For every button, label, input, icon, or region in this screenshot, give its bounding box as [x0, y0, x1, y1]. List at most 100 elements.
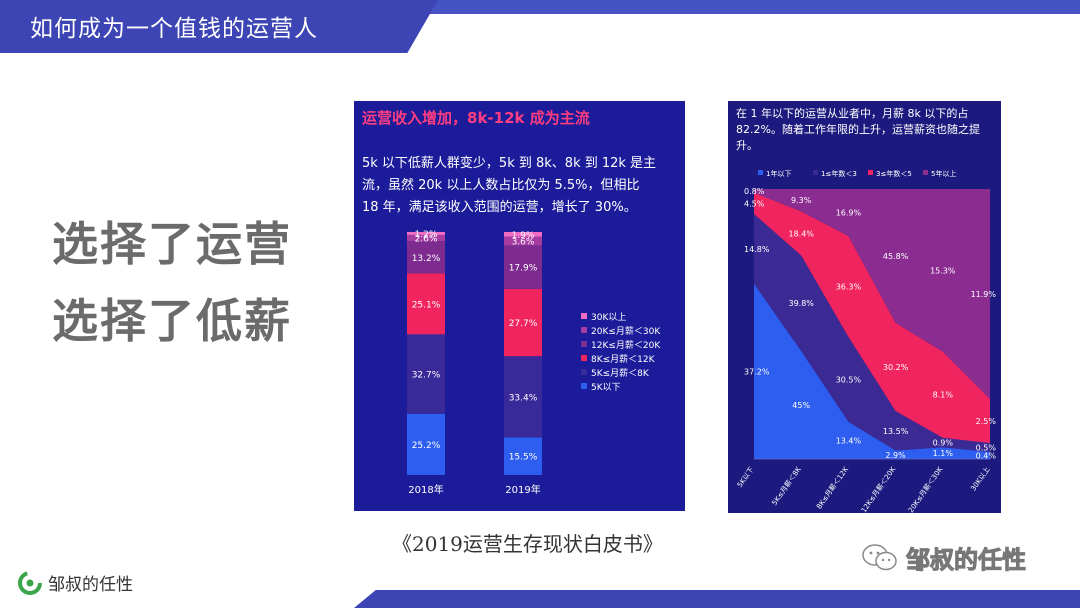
- bar-value-label: 27.7%: [509, 319, 538, 329]
- legend-label: 5K≤月薪＜8K: [591, 367, 650, 379]
- area-band: [754, 192, 990, 444]
- brand-logo: 邹叔的任性: [18, 570, 133, 595]
- area-value-label: 30.5%: [836, 375, 862, 384]
- legend-swatch: [868, 170, 873, 175]
- area-value-label: 1.1%: [933, 449, 954, 458]
- headline-2: 选择了低薪: [52, 294, 292, 348]
- area-band: [754, 213, 990, 452]
- area-value-label: 13.4%: [836, 436, 862, 445]
- bar-value-label: 1.2%: [415, 230, 438, 240]
- legend-label: 30K以上: [591, 312, 626, 323]
- left-body-line-3: 18 年，满足该收入范围的运营，增长了 30%。: [362, 199, 637, 215]
- bar-segment: [504, 356, 542, 438]
- area-value-label: 45.8%: [883, 252, 909, 261]
- bar-segment: [407, 232, 445, 235]
- right-body-line-3: 升。: [736, 139, 758, 152]
- logo-text: 邹叔的任性: [48, 575, 133, 595]
- area-band: [754, 189, 990, 399]
- area-value-label: 13.5%: [883, 427, 909, 436]
- legend-swatch: [581, 327, 587, 333]
- category-label: 2019年: [505, 483, 540, 496]
- legend-label: 20K≤月薪＜30K: [591, 325, 661, 337]
- bar-value-label: 1.9%: [512, 231, 535, 241]
- bar-value-label: 32.7%: [412, 371, 441, 381]
- right-body-line-1: 在 1 年以下的运营从业者中，月薪 8k 以下的占: [736, 106, 968, 120]
- bar-segment: [407, 273, 445, 335]
- area-value-label: 30.2%: [883, 363, 909, 372]
- bar-value-label: 33.4%: [509, 393, 538, 403]
- bar-legend: 30K以上 20K≤月薪＜30K 12K≤月薪＜20K 8K≤月薪＜12K 5K≤月薪＜…: [581, 312, 661, 393]
- area-value-label: 18.4%: [788, 229, 814, 238]
- area-value-label: 39.8%: [788, 299, 814, 308]
- watermark-text: 邹叔的任性: [906, 546, 1027, 575]
- bar-value-label: 2.6%: [415, 235, 438, 245]
- legend-swatch: [581, 313, 587, 319]
- bar-segment: [407, 334, 445, 414]
- right-chart-panel: 在 1 年以下的运营从业者中，月薪 8k 以下的占 82.2%。随着工作年限的上…: [728, 101, 1001, 514]
- area-value-label: 37.2%: [744, 367, 770, 376]
- legend-swatch: [581, 355, 587, 361]
- bar-layer: 25.2% 32.7% 25.1% 13.2% 2.6%1.2% 2018年 15.5% 33…: [407, 230, 542, 496]
- area-value-label: 45%: [792, 401, 810, 410]
- bar-value-label: 13.2%: [412, 254, 441, 264]
- legend-label: 3≤年数＜5: [876, 169, 912, 178]
- bar-segment: [407, 413, 445, 475]
- legend-swatch: [923, 170, 928, 175]
- swirl-logo-icon: [18, 570, 42, 595]
- area-value-label: 2.9%: [885, 451, 906, 460]
- legend-label: 5年以上: [931, 169, 956, 178]
- bar-segment: [504, 245, 542, 289]
- title-tab: [0, 0, 438, 53]
- area-value-label: 8.1%: [933, 391, 954, 400]
- bottom-band: [354, 590, 1080, 608]
- area-value-label: 0.9%: [933, 439, 954, 448]
- legend-swatch: [813, 170, 818, 175]
- legend-label: 1≤年数＜3: [821, 169, 857, 178]
- area-legend: 1年以下 1≤年数＜3 3≤年数＜5 5年以上: [758, 169, 956, 178]
- bar-value-label: 3.6%: [512, 237, 535, 247]
- bar-value-label: 25.1%: [412, 300, 441, 310]
- source-caption: 《2019运营生存现状白皮书》: [392, 532, 663, 556]
- bar-segment: [407, 234, 445, 242]
- top-bar: 如何成为一个值钱的运营人: [0, 0, 1080, 53]
- legend-label: 8K≤月薪＜12K: [591, 353, 656, 365]
- bar-value-label: 17.9%: [509, 264, 538, 274]
- bar-segment: [407, 241, 445, 274]
- legend-swatch: [581, 383, 587, 389]
- area-value-label: 4.5%: [744, 199, 765, 208]
- legend-swatch: [581, 341, 587, 347]
- right-body-line-2: 82.2%。随着工作年限的上升，运营薪资也随之提: [736, 122, 980, 136]
- area-value-label: 14.8%: [744, 245, 770, 254]
- area-value-label: 36.3%: [836, 282, 862, 291]
- bar-value-label: 15.5%: [509, 453, 538, 463]
- area-value-label: 0.5%: [976, 444, 997, 453]
- legend-label: 1年以下: [766, 169, 791, 178]
- legend-label: 5K以下: [591, 383, 621, 393]
- bar-segment: [504, 232, 542, 237]
- area-value-label: 9.3%: [791, 196, 812, 205]
- watermark: 邹叔的任性: [862, 540, 1027, 575]
- area-value-label: 0.8%: [744, 187, 765, 196]
- bar-segment: [504, 288, 542, 357]
- area-value-label: 0.4%: [976, 451, 997, 460]
- left-heading: 运营收入增加，8k-12k 成为主流: [362, 109, 590, 127]
- area-value-label: 11.9%: [971, 290, 997, 299]
- headline-1: 选择了运营: [52, 217, 292, 271]
- bar-segment: [504, 236, 542, 246]
- chat-bubble-icon: [862, 543, 897, 570]
- slide-title: 如何成为一个值钱的运营人: [30, 16, 318, 42]
- stacked-bar-chart: 运营收入增加，8k-12k 成为主流 5k 以下低薪人群变少，5k 到 8k、8…: [354, 101, 685, 511]
- legend-swatch: [758, 170, 763, 175]
- stacked-area-chart: 在 1 年以下的运营从业者中，月薪 8k 以下的占 82.2%。随着工作年限的上…: [728, 101, 1001, 514]
- area-value-label: 16.9%: [836, 208, 862, 217]
- bar-value-label: 25.2%: [412, 441, 441, 451]
- left-body-line-2: 流，虽然 20k 以上人数占比仅为 5.5%，但相比: [362, 177, 640, 193]
- area-value-label: 2.5%: [976, 417, 997, 426]
- legend-swatch: [581, 369, 587, 375]
- left-body-line-1: 5k 以下低薪人群变少，5k 到 8k、8k 到 12k 是主: [362, 155, 656, 171]
- area-band: [754, 283, 990, 459]
- left-chart-panel: 运营收入增加，8k-12k 成为主流 5k 以下低薪人群变少，5k 到 8k、8…: [354, 101, 685, 511]
- bar-segment: [504, 437, 542, 475]
- area-value-label: 15.3%: [930, 266, 956, 275]
- category-label: 2018年: [408, 483, 443, 496]
